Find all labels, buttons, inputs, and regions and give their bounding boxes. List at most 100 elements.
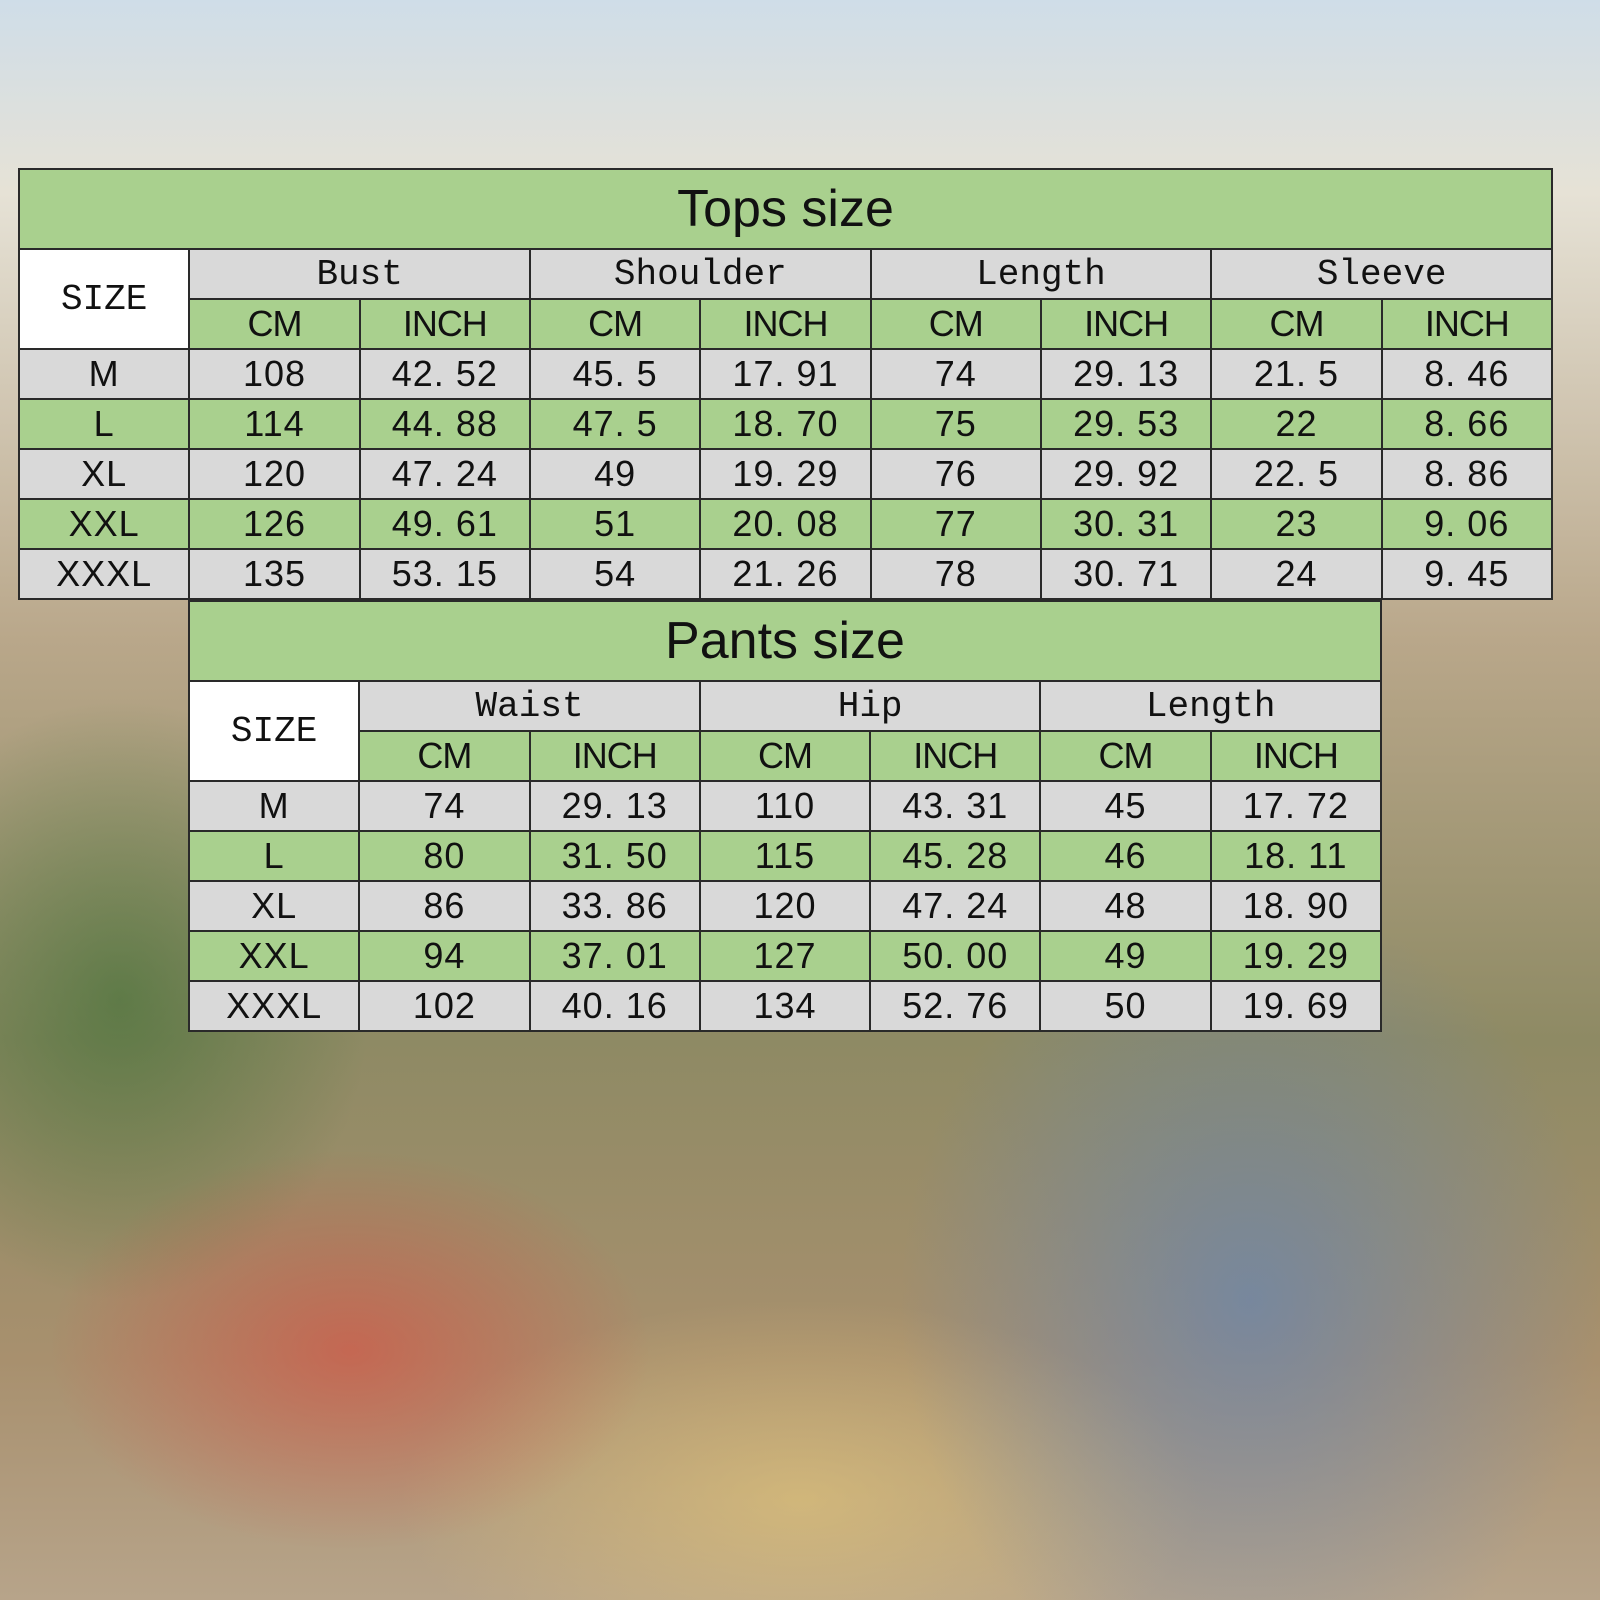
group-header: Bust — [188, 248, 531, 300]
size-cell: M — [17, 348, 191, 400]
value-cell: 51 — [528, 498, 702, 550]
value-cell: 45. 5 — [528, 348, 702, 400]
value-cell: 134 — [698, 980, 872, 1032]
group-header: Shoulder — [528, 248, 872, 300]
value-cell: 50. 00 — [869, 930, 1042, 982]
value-cell: 31. 50 — [528, 830, 701, 882]
value-cell: 29. 53 — [1039, 398, 1213, 450]
size-header: SIZE — [187, 680, 361, 782]
value-cell: 22 — [1210, 398, 1383, 450]
unit-header-cm: CM — [698, 730, 872, 782]
unit-header-inch: INCH — [358, 298, 531, 350]
group-header: Length — [1039, 680, 1382, 732]
value-cell: 77 — [869, 498, 1042, 550]
value-cell: 108 — [188, 348, 361, 400]
value-cell: 8. 46 — [1380, 348, 1554, 400]
unit-header-cm: CM — [358, 730, 531, 782]
size-cell: L — [187, 830, 361, 882]
value-cell: 29. 92 — [1039, 448, 1213, 500]
group-header: Hip — [698, 680, 1042, 732]
size-cell: XXL — [187, 930, 361, 982]
pants-size-table: Pants size SIZE Waist Hip Length CM INCH CM INCH… — [187, 600, 1383, 1032]
group-header: Length — [869, 248, 1213, 300]
value-cell: 126 — [188, 498, 361, 550]
table-row: XXL 94 37. 01 127 50. 00 49 19. 29 — [187, 930, 1383, 982]
table-row: L 80 31. 50 115 45. 28 46 18. 11 — [187, 830, 1383, 882]
unit-header-inch: INCH — [1039, 298, 1213, 350]
unit-header-row: CM INCH CM INCH CM INCH — [189, 730, 1383, 782]
value-cell: 115 — [698, 830, 872, 882]
value-cell: 53. 15 — [358, 548, 531, 600]
value-cell: 30. 31 — [1039, 498, 1213, 550]
value-cell: 9. 06 — [1380, 498, 1554, 550]
value-cell: 120 — [698, 880, 872, 932]
value-cell: 45 — [1039, 780, 1212, 832]
size-cell: M — [187, 780, 361, 832]
table-row: XL 120 47. 24 49 19. 29 76 29. 92 22. 5 8. 86 — [17, 448, 1554, 500]
value-cell: 74 — [869, 348, 1042, 400]
value-cell: 47. 5 — [528, 398, 702, 450]
value-cell: 127 — [698, 930, 872, 982]
value-cell: 18. 90 — [1209, 880, 1383, 932]
value-cell: 29. 13 — [528, 780, 701, 832]
table-row: XXL 126 49. 61 51 20. 08 77 30. 31 23 9. 06 — [17, 498, 1554, 550]
unit-header-inch: INCH — [699, 298, 872, 350]
value-cell: 9. 45 — [1380, 548, 1554, 600]
value-cell: 19. 29 — [1209, 930, 1383, 982]
size-cell: XL — [17, 448, 191, 500]
value-cell: 76 — [869, 448, 1042, 500]
size-cell: XL — [187, 880, 361, 932]
size-cell: XXXL — [187, 980, 361, 1032]
value-cell: 86 — [358, 880, 531, 932]
unit-header-row: CM INCH CM INCH CM INCH CM INCH — [19, 298, 1554, 350]
value-cell: 45. 28 — [869, 830, 1042, 882]
size-cell: XXXL — [17, 548, 191, 600]
value-cell: 94 — [358, 930, 531, 982]
value-cell: 42. 52 — [358, 348, 531, 400]
value-cell: 110 — [698, 780, 872, 832]
unit-header-cm: CM — [1039, 730, 1212, 782]
table-title: Tops size — [18, 168, 1553, 250]
value-cell: 48 — [1039, 880, 1212, 932]
value-cell: 8. 66 — [1380, 398, 1554, 450]
value-cell: 74 — [358, 780, 531, 832]
group-header-row: SIZE Bust Shoulder Length Sleeve — [17, 248, 1553, 350]
group-header: Waist — [358, 680, 701, 732]
value-cell: 40. 16 — [528, 980, 701, 1032]
value-cell: 21. 26 — [699, 548, 872, 600]
value-cell: 49. 61 — [358, 498, 531, 550]
group-header-row: SIZE Waist Hip Length — [187, 680, 1382, 782]
title-row: Pants size — [188, 600, 1382, 682]
group-header: Sleeve — [1210, 248, 1553, 300]
value-cell: 43. 31 — [869, 780, 1042, 832]
value-cell: 44. 88 — [358, 398, 531, 450]
value-cell: 50 — [1039, 980, 1212, 1032]
table-row: XXXL 102 40. 16 134 52. 76 50 19. 69 — [187, 980, 1383, 1032]
value-cell: 47. 24 — [358, 448, 531, 500]
unit-header-inch: INCH — [528, 730, 701, 782]
value-cell: 18. 70 — [699, 398, 872, 450]
value-cell: 33. 86 — [528, 880, 701, 932]
value-cell: 120 — [188, 448, 361, 500]
table-row: M 108 42. 52 45. 5 17. 91 74 29. 13 21. 5 8. 46 — [17, 348, 1554, 400]
unit-header-cm: CM — [869, 298, 1042, 350]
size-cell: L — [17, 398, 191, 450]
value-cell: 47. 24 — [869, 880, 1042, 932]
table-row: M 74 29. 13 110 43. 31 45 17. 72 — [187, 780, 1383, 832]
value-cell: 30. 71 — [1039, 548, 1213, 600]
value-cell: 19. 29 — [699, 448, 872, 500]
unit-header-cm: CM — [528, 298, 702, 350]
value-cell: 18. 11 — [1209, 830, 1383, 882]
unit-header-inch: INCH — [1380, 298, 1554, 350]
table-row: XL 86 33. 86 120 47. 24 48 18. 90 — [187, 880, 1383, 932]
tops-size-table: Tops size SIZE Bust Shoulder Length Sleeve CM I… — [17, 168, 1554, 600]
unit-header-inch: INCH — [869, 730, 1042, 782]
value-cell: 49 — [528, 448, 702, 500]
unit-header-cm: CM — [188, 298, 361, 350]
value-cell: 20. 08 — [699, 498, 872, 550]
value-cell: 19. 69 — [1209, 980, 1383, 1032]
value-cell: 102 — [358, 980, 531, 1032]
table-title: Pants size — [188, 600, 1382, 682]
unit-header-inch: INCH — [1209, 730, 1383, 782]
value-cell: 52. 76 — [869, 980, 1042, 1032]
